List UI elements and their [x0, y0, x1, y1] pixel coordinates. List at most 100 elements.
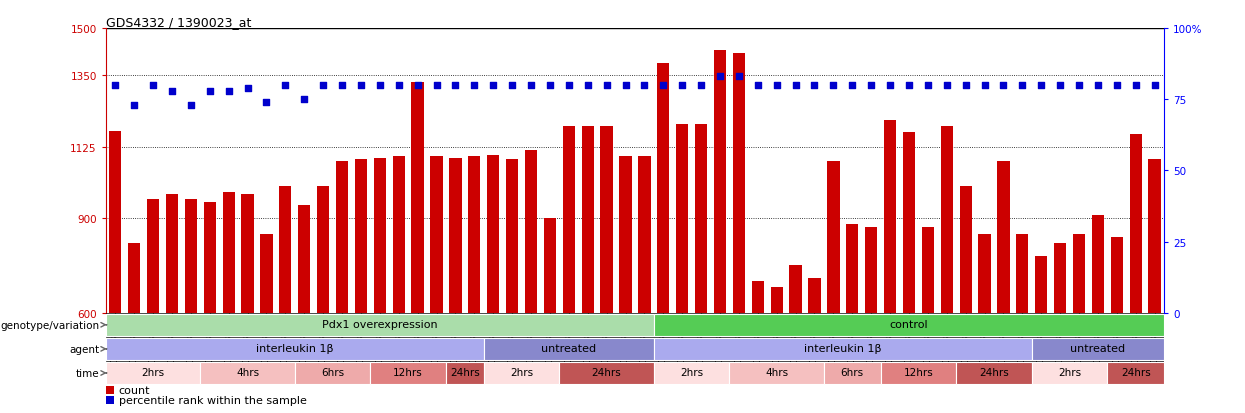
Point	[294, 97, 314, 103]
Text: untreated: untreated	[1071, 344, 1125, 354]
Text: time: time	[76, 368, 100, 378]
Bar	[184, 199, 197, 313]
Bar	[1055, 244, 1066, 313]
Point	[1051, 83, 1071, 89]
Bar	[713, 51, 726, 313]
Bar	[921, 228, 934, 313]
Bar	[242, 195, 254, 313]
Bar	[128, 244, 141, 313]
Bar	[941, 127, 952, 313]
Bar	[204, 202, 215, 313]
Bar	[960, 187, 972, 313]
Text: 2hrs: 2hrs	[510, 368, 533, 377]
Bar	[1016, 234, 1028, 313]
Point	[767, 83, 787, 89]
Text: interleukin 1β: interleukin 1β	[804, 344, 881, 354]
Bar	[110, 131, 122, 313]
Point	[1012, 83, 1032, 89]
Text: percentile rank within the sample: percentile rank within the sample	[118, 395, 306, 405]
Point	[502, 83, 522, 89]
Text: 2hrs: 2hrs	[680, 368, 703, 377]
Text: 6hrs: 6hrs	[321, 368, 344, 377]
Bar	[619, 157, 631, 313]
Text: 2hrs: 2hrs	[1058, 368, 1081, 377]
Bar	[865, 228, 878, 313]
Bar	[657, 64, 670, 313]
Bar	[336, 161, 349, 313]
Bar	[374, 158, 386, 313]
Bar	[544, 218, 557, 313]
Point	[1107, 83, 1127, 89]
FancyBboxPatch shape	[484, 338, 654, 360]
Bar	[449, 158, 462, 313]
Point	[162, 88, 182, 95]
Point	[786, 83, 806, 89]
Text: 4hrs: 4hrs	[766, 368, 788, 377]
Text: 12hrs: 12hrs	[393, 368, 423, 377]
Bar	[733, 54, 745, 313]
Bar	[468, 157, 481, 313]
Point	[332, 83, 352, 89]
Bar	[317, 187, 329, 313]
Text: 4hrs: 4hrs	[237, 368, 259, 377]
Point	[143, 83, 163, 89]
Point	[559, 83, 579, 89]
Bar	[147, 199, 159, 313]
FancyBboxPatch shape	[371, 362, 446, 384]
Point	[238, 85, 258, 92]
FancyBboxPatch shape	[654, 362, 730, 384]
Point	[427, 83, 447, 89]
Point	[407, 83, 427, 89]
FancyBboxPatch shape	[654, 314, 1164, 336]
Text: 6hrs: 6hrs	[840, 368, 864, 377]
FancyBboxPatch shape	[654, 338, 1032, 360]
Text: genotype/variation: genotype/variation	[0, 320, 100, 330]
Bar	[1129, 135, 1142, 313]
FancyBboxPatch shape	[559, 362, 654, 384]
Text: 24hrs: 24hrs	[979, 368, 1008, 377]
FancyBboxPatch shape	[484, 362, 559, 384]
FancyBboxPatch shape	[106, 338, 484, 360]
Bar	[789, 266, 802, 313]
Bar	[431, 157, 443, 313]
Point	[351, 83, 371, 89]
Point	[1144, 83, 1164, 89]
Point	[899, 83, 919, 89]
Bar	[581, 127, 594, 313]
Point	[370, 83, 390, 89]
Bar	[884, 121, 896, 313]
Bar	[106, 396, 115, 404]
Point	[635, 83, 655, 89]
Point	[483, 83, 503, 89]
Bar	[979, 234, 991, 313]
Bar	[355, 160, 367, 313]
Bar	[695, 125, 707, 313]
Text: 24hrs: 24hrs	[1120, 368, 1150, 377]
Bar	[639, 157, 651, 313]
Bar	[827, 161, 839, 313]
Text: count: count	[118, 385, 151, 395]
FancyBboxPatch shape	[1032, 338, 1164, 360]
Text: 12hrs: 12hrs	[904, 368, 934, 377]
Bar	[279, 187, 291, 313]
Bar	[412, 83, 423, 313]
Point	[124, 102, 144, 109]
Bar	[1111, 237, 1123, 313]
Text: agent: agent	[70, 344, 100, 354]
Point	[823, 83, 843, 89]
Bar	[752, 281, 764, 313]
Point	[106, 83, 126, 89]
Text: 24hrs: 24hrs	[591, 368, 621, 377]
FancyBboxPatch shape	[824, 362, 880, 384]
FancyBboxPatch shape	[106, 314, 654, 336]
Bar	[1035, 256, 1047, 313]
Bar	[997, 161, 1010, 313]
FancyBboxPatch shape	[956, 362, 1032, 384]
Bar	[260, 234, 273, 313]
Bar	[298, 206, 310, 313]
Text: Pdx1 overexpression: Pdx1 overexpression	[322, 320, 438, 330]
Bar	[505, 160, 518, 313]
Bar	[1148, 160, 1160, 313]
Bar	[808, 278, 820, 313]
Point	[181, 102, 200, 109]
